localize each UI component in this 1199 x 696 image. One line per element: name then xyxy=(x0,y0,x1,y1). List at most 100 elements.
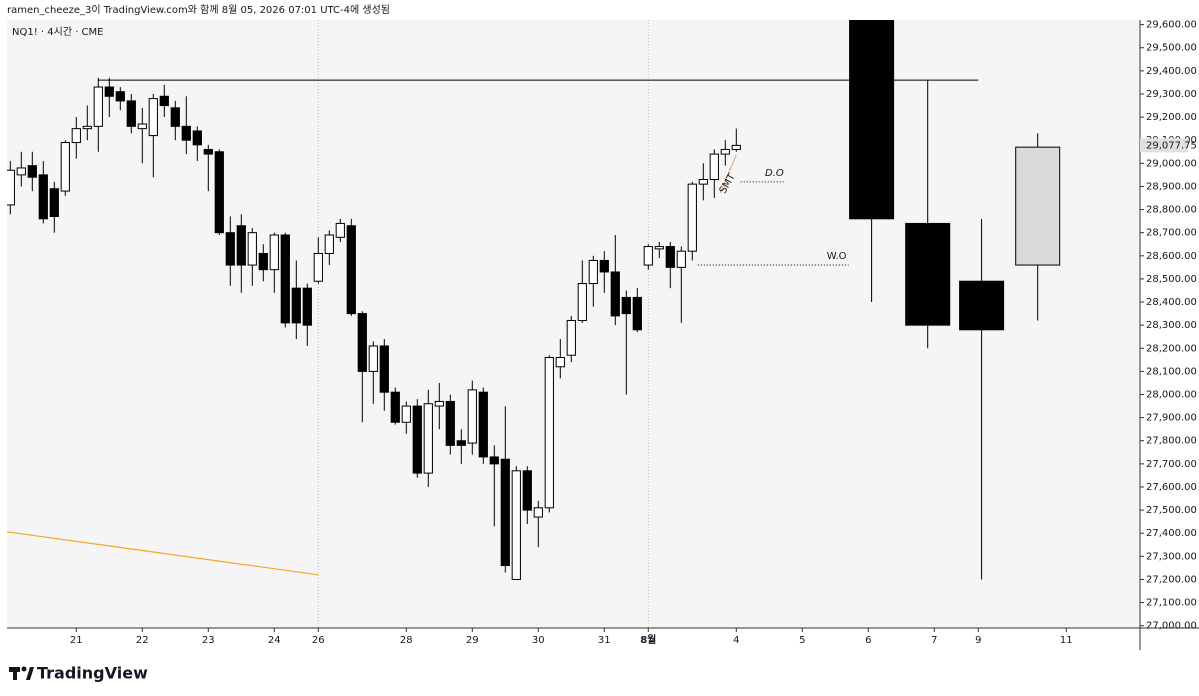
candle-body xyxy=(621,296,631,315)
candle-body xyxy=(434,400,444,407)
candle-body xyxy=(544,357,554,509)
last-price-box xyxy=(1140,138,1188,153)
y-tick-label: 29,600.00 xyxy=(1146,20,1197,31)
y-tick-label: 28,900.00 xyxy=(1146,181,1197,192)
candle-body xyxy=(126,100,136,127)
candle-body xyxy=(390,391,400,423)
x-tick-label: 11 xyxy=(1060,635,1073,646)
y-tick-label: 29,000.00 xyxy=(1146,158,1197,169)
caption: ramen_cheeze_3이 TradingView.com와 함께 8월 0… xyxy=(7,4,390,16)
y-tick-label: 29,200.00 xyxy=(1146,112,1197,123)
candle-body xyxy=(687,183,697,252)
logo xyxy=(9,666,34,680)
x-tick-label: 30 xyxy=(532,635,545,646)
y-tick-label: 28,700.00 xyxy=(1146,228,1197,239)
candle-body xyxy=(82,125,92,130)
candle-body xyxy=(412,405,422,474)
candle-body xyxy=(137,123,147,130)
candle-body xyxy=(379,345,389,393)
y-tick-label: 27,200.00 xyxy=(1146,574,1197,585)
candle-body xyxy=(181,125,191,141)
candle-body xyxy=(478,391,488,458)
logo-mark xyxy=(13,667,17,680)
candle-body xyxy=(731,144,741,150)
candle-body xyxy=(489,456,499,465)
y-tick-label: 27,600.00 xyxy=(1146,482,1197,493)
candle-body xyxy=(1015,146,1061,266)
x-tick-label: 5 xyxy=(799,635,805,646)
y-tick-label: 27,400.00 xyxy=(1146,528,1197,539)
y-tick-label: 28,500.00 xyxy=(1146,274,1197,285)
candle-body xyxy=(511,470,521,580)
x-tick-label: 23 xyxy=(202,635,215,646)
candle-body xyxy=(203,148,213,155)
y-tick-label: 28,400.00 xyxy=(1146,297,1197,308)
candle-body xyxy=(401,405,411,423)
candle-body xyxy=(588,259,598,285)
smt-line xyxy=(719,154,737,194)
y-tick-label: 27,100.00 xyxy=(1146,598,1197,609)
y-tick-label: 28,600.00 xyxy=(1146,251,1197,262)
y-tick-label: 27,300.00 xyxy=(1146,551,1197,562)
candle-body xyxy=(577,283,587,322)
candle-body xyxy=(599,259,609,273)
candle-body xyxy=(500,458,510,567)
x-tick-label: 31 xyxy=(598,635,611,646)
y-tick-label: 27,000.00 xyxy=(1146,621,1197,632)
x-tick-label: 9 xyxy=(975,635,981,646)
candle-body xyxy=(258,252,268,271)
y-tick-label: 29,500.00 xyxy=(1146,43,1197,54)
candle-body xyxy=(115,91,125,102)
candle-body xyxy=(71,128,81,144)
candle-body xyxy=(148,98,158,137)
candle-body xyxy=(456,440,466,446)
candle-body xyxy=(16,167,26,176)
x-tick-label: 8월 xyxy=(640,634,656,646)
brand: TradingView xyxy=(37,664,148,683)
x-tick-label: 4 xyxy=(733,635,739,646)
candle-body xyxy=(522,470,532,511)
candle-body xyxy=(269,234,279,271)
y-tick-label: 28,200.00 xyxy=(1146,343,1197,354)
candle-body xyxy=(654,246,664,250)
trendline xyxy=(7,531,319,576)
candle-body xyxy=(467,389,477,444)
candle-body xyxy=(49,188,59,218)
x-tick-label: 7 xyxy=(931,635,937,646)
candle-body xyxy=(324,234,334,254)
candle-body xyxy=(357,313,367,372)
candle-body xyxy=(709,153,719,181)
symbol-title: NQ1! · 4시간 · CME xyxy=(12,26,104,38)
candle-body xyxy=(170,107,180,127)
y-tick-label: 27,500.00 xyxy=(1146,505,1197,516)
candle-body xyxy=(93,86,103,127)
y-tick-label: 28,000.00 xyxy=(1146,390,1197,401)
candle-body xyxy=(959,280,1005,331)
y-tick-label: 29,300.00 xyxy=(1146,89,1197,100)
candle-body xyxy=(236,225,246,266)
candle-body xyxy=(423,403,433,474)
y-tick-label: 27,900.00 xyxy=(1146,413,1197,424)
candle-body xyxy=(905,222,951,326)
candle-body xyxy=(27,165,37,178)
candle-body xyxy=(7,169,15,206)
candle-body xyxy=(291,287,301,324)
y-tick-label: 28,100.00 xyxy=(1146,366,1197,377)
candle-body xyxy=(665,246,675,268)
candle-body xyxy=(225,232,235,266)
candle-body xyxy=(192,130,202,146)
candle-body xyxy=(368,345,378,372)
candle-body xyxy=(159,95,169,107)
candle-body xyxy=(566,320,576,356)
candle-body xyxy=(698,179,708,185)
candle-body xyxy=(60,142,70,192)
x-tick-label: 6 xyxy=(865,635,871,646)
candle-body xyxy=(632,296,642,331)
y-tick-label: 27,700.00 xyxy=(1146,459,1197,470)
candle-body xyxy=(313,252,323,282)
candle-body xyxy=(533,507,543,518)
candle-body xyxy=(676,250,686,268)
x-tick-label: 22 xyxy=(136,635,149,646)
